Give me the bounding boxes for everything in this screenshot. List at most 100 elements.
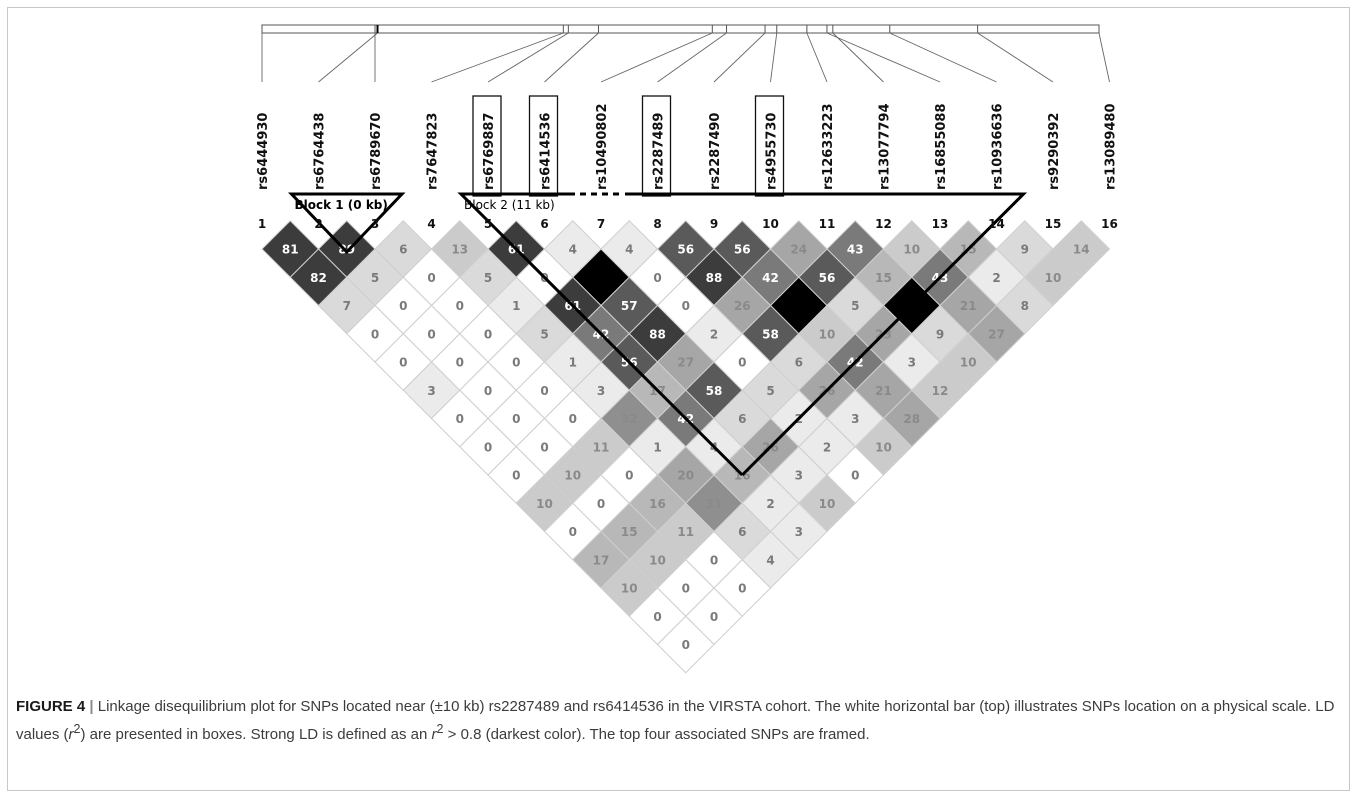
ld-value-label: 24 (790, 243, 807, 257)
ld-value-label: 0 (653, 610, 661, 624)
snp-name-label: rs10936636 (991, 103, 1006, 190)
connector-line (544, 32, 599, 83)
ld-value-label: 2 (823, 440, 831, 454)
caption-r-symbol: r (68, 726, 74, 743)
ld-value-label: 1 (653, 440, 661, 454)
ld-value-label: 0 (371, 327, 379, 341)
ld-value-label: 27 (677, 356, 694, 370)
ld-value-label: 10 (960, 356, 977, 370)
ld-value-label: 56 (677, 243, 694, 257)
ld-value-label: 16 (649, 497, 666, 511)
snp-index-label: 2 (314, 217, 322, 231)
ld-value-label: 0 (484, 440, 492, 454)
snp-index-label: 3 (371, 217, 379, 231)
ld-value-label: 0 (484, 384, 492, 398)
snp-index-label: 12 (875, 217, 892, 231)
snp-index-label: 4 (427, 217, 435, 231)
ld-value-label: 15 (875, 271, 892, 285)
ld-value-label: 0 (484, 327, 492, 341)
figure-caption: FIGURE 4 | Linkage disequilibrium plot f… (16, 696, 1341, 746)
connector-line (431, 32, 564, 83)
snp-name-label: rs12633223 (821, 103, 836, 190)
ld-value-label: 10 (819, 497, 836, 511)
ld-value-label: 0 (682, 638, 690, 652)
ld-value-label: 82 (310, 271, 327, 285)
snp-name-label: rs6769887 (482, 113, 497, 190)
ld-value-label: 5 (851, 299, 859, 313)
ld-value-label: 88 (706, 271, 723, 285)
ld-value-label: 0 (682, 582, 690, 596)
ld-value-label: 31 (706, 497, 723, 511)
ld-value-label: 10 (564, 469, 581, 483)
scale-bar (261, 24, 1100, 34)
ld-value-label: 5 (484, 271, 492, 285)
ld-value-label: 10 (536, 497, 553, 511)
ld-value-label: 2 (992, 271, 1000, 285)
connector-line (487, 32, 569, 83)
ld-value-label: 88 (649, 327, 666, 341)
ld-value-label: 0 (851, 469, 859, 483)
ld-value-label: 0 (653, 271, 661, 285)
snp-name-label: rs6764438 (313, 113, 328, 190)
ld-value-label: 5 (540, 327, 548, 341)
ld-value-label: 4 (625, 243, 633, 257)
ld-value-label: 5 (371, 271, 379, 285)
ld-value-label: 10 (649, 553, 666, 567)
ld-value-label: 56 (819, 271, 836, 285)
connector-line (713, 32, 766, 83)
connector-line (318, 32, 378, 83)
ld-value-label: 7 (343, 299, 351, 313)
connector-line (1098, 32, 1110, 83)
ld-value-label: 42 (762, 271, 779, 285)
ld-value-label: 2 (766, 497, 774, 511)
ld-value-label: 0 (456, 299, 464, 313)
block-label: Block 1 (0 kb) (295, 198, 388, 212)
ld-value-label: 3 (427, 384, 435, 398)
ld-value-label: 11 (677, 525, 694, 539)
ld-value-label: 0 (512, 356, 520, 370)
ld-value-label: 0 (625, 469, 633, 483)
connector-line (977, 32, 1054, 83)
ld-value-label: 56 (734, 243, 751, 257)
snp-name-label: rs9290392 (1047, 113, 1062, 190)
ld-value-label: 21 (875, 384, 892, 398)
caption-text-3: > 0.8 (darkest color). The top four asso… (443, 726, 870, 743)
ld-value-label: 3 (795, 469, 803, 483)
connector-line (826, 32, 941, 83)
ld-value-label: 0 (399, 356, 407, 370)
ld-value-label: 12 (932, 384, 949, 398)
snp-index-label: 6 (540, 217, 548, 231)
snp-name-label: rs7647823 (426, 113, 441, 190)
ld-value-label: 9 (1021, 243, 1029, 257)
ld-value-label: 2 (710, 327, 718, 341)
ld-value-label: 8 (1021, 299, 1029, 313)
caption-label: FIGURE 4 (16, 698, 86, 715)
ld-value-label: 4 (569, 243, 577, 257)
haplotype-blocks: Block 1 (0 kb) Block 2 (11 kb) (287, 192, 1028, 477)
top-snp-frame (528, 95, 559, 197)
ld-value-label: 4 (766, 553, 774, 567)
ld-value-label: 0 (399, 299, 407, 313)
snp-index-label: 13 (932, 217, 949, 231)
top-snp-frame (754, 95, 785, 197)
snp-name-label: rs10490802 (595, 103, 610, 190)
snp-index-label: 1 (258, 217, 266, 231)
caption-superscript-2: 2 (436, 722, 444, 736)
ld-value-label: 3 (795, 525, 803, 539)
block-label: Block 2 (11 kb) (464, 198, 555, 212)
connector-line (770, 32, 778, 83)
ld-value-label: 17 (593, 553, 610, 567)
ld-value-label: 58 (706, 384, 723, 398)
ld-value-label: 0 (456, 412, 464, 426)
ld-value-label: 3 (597, 384, 605, 398)
ld-cell (656, 615, 715, 674)
ld-plot: rs6444930 rs6764438 rs6789670 rs7647823 rs67… (256, 24, 1119, 674)
snp-index-label: 15 (1045, 217, 1062, 231)
ld-value-label: 0 (569, 525, 577, 539)
snp-index-label: 7 (597, 217, 605, 231)
ld-value-label: 32 (621, 412, 638, 426)
snp-name-label: rs6444930 (256, 113, 271, 190)
ld-value-label: 13 (451, 243, 468, 257)
ld-value-label: 57 (621, 299, 638, 313)
